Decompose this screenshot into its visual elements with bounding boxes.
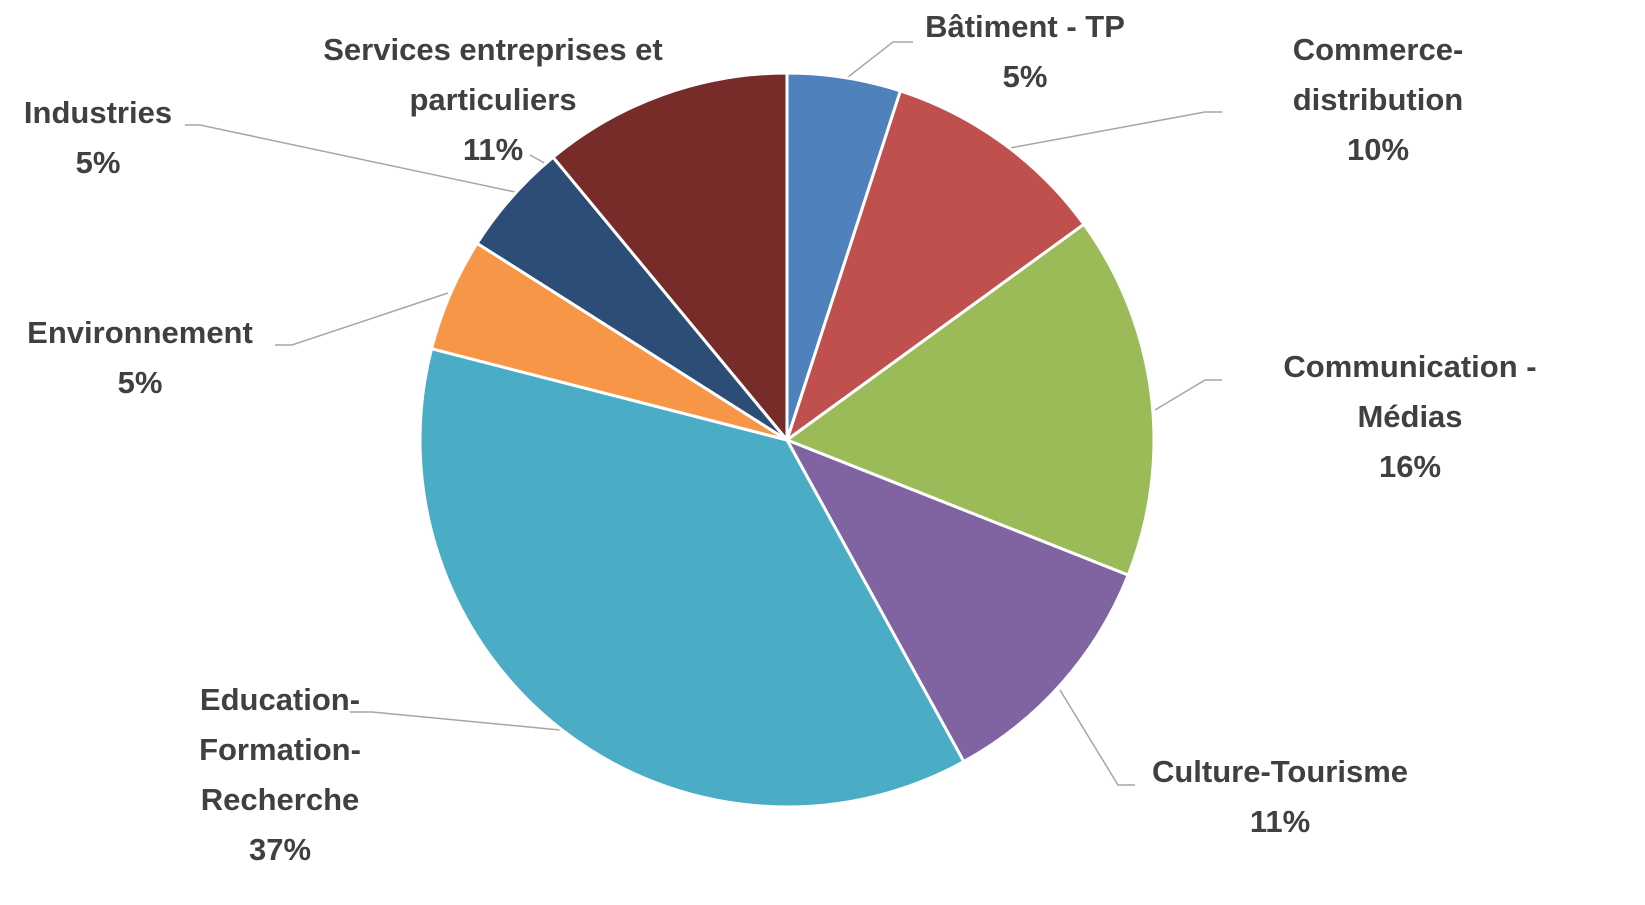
pie-slice bbox=[784, 89, 1087, 444]
value-label: 5% bbox=[75, 145, 121, 180]
slice-label: Services entreprises et particuliers 11% bbox=[283, 25, 703, 175]
pie-slice bbox=[783, 222, 1156, 578]
category-label: Environnement bbox=[27, 315, 253, 350]
value-label: 5% bbox=[117, 365, 163, 400]
slice-label: Education-Formation-Recherche 37% bbox=[175, 675, 385, 875]
value-label: 16% bbox=[1378, 449, 1442, 484]
leader-line bbox=[847, 41, 913, 78]
leader-line bbox=[350, 711, 561, 731]
leader-line bbox=[275, 292, 449, 346]
category-label: Communication - Médias bbox=[1283, 349, 1537, 434]
value-label: 37% bbox=[248, 832, 312, 867]
leader-line bbox=[1059, 689, 1135, 786]
leader-line bbox=[1009, 111, 1222, 149]
value-label: 5% bbox=[1002, 59, 1048, 94]
leader-lines bbox=[185, 41, 1222, 786]
category-label: Commerce-distribution bbox=[1292, 32, 1464, 117]
slice-label: Environnement 5% bbox=[0, 308, 280, 408]
value-label: 11% bbox=[1249, 804, 1311, 839]
pie-slice bbox=[550, 71, 789, 445]
slice-label: Culture-Tourisme 11% bbox=[1120, 747, 1440, 847]
leader-line bbox=[1154, 379, 1222, 411]
category-label: Education-Formation-Recherche bbox=[199, 682, 361, 817]
slice-label: Commerce-distribution 10% bbox=[1263, 25, 1493, 175]
category-label: Bâtiment - TP bbox=[925, 9, 1125, 44]
pie-slice bbox=[418, 346, 966, 809]
category-label: Industries bbox=[23, 95, 173, 130]
pie-slice bbox=[783, 437, 1131, 764]
slice-label: Industries 5% bbox=[0, 88, 198, 188]
leader-line bbox=[185, 124, 516, 193]
slice-label: Communication - Médias 16% bbox=[1255, 342, 1565, 492]
value-label: 11% bbox=[462, 132, 524, 167]
value-label: 10% bbox=[1346, 132, 1410, 167]
category-label: Services entreprises et particuliers bbox=[323, 32, 663, 117]
slice-label: Bâtiment - TP 5% bbox=[895, 2, 1155, 102]
category-label: Culture-Tourisme bbox=[1151, 754, 1409, 789]
